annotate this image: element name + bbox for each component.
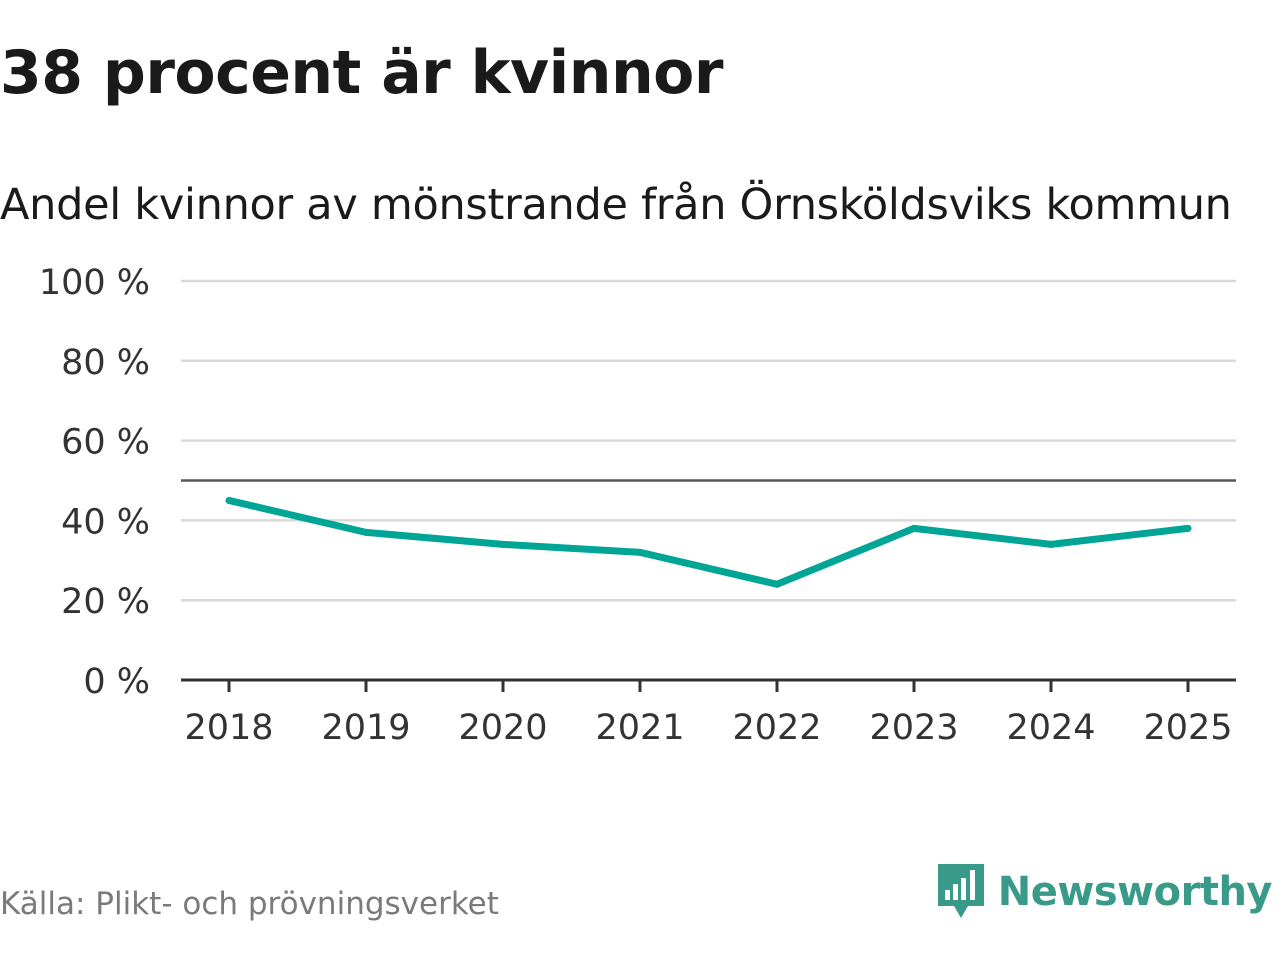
y-tick-label: 0 % [83, 662, 150, 702]
x-tick-label: 2018 [184, 708, 273, 748]
y-tick-label: 100 % [39, 263, 150, 303]
x-tick-label: 2022 [732, 708, 821, 748]
data-point-2018[interactable] [225, 496, 233, 504]
y-tick-label: 20 % [61, 582, 150, 622]
data-point-2021[interactable] [636, 548, 644, 556]
x-axis-tick-labels: 2018 2019 2020 2021 2022 2023 2024 2025 [184, 680, 1233, 748]
data-point-2025[interactable] [1184, 524, 1192, 532]
line-chart: 0 % 20 % 40 % 60 % 80 % 100 % 2018 2019 2020 202… [39, 263, 1236, 748]
brand-logo[interactable]: Newsworthy [936, 862, 1273, 922]
chart-subtitle: Andel kvinnor av mönstrande från Örnsköl… [0, 180, 1232, 230]
grid-lines [181, 279, 1236, 682]
y-axis-tick-labels: 0 % 20 % 40 % 60 % 80 % 100 % [39, 263, 150, 702]
x-tick-label: 2019 [321, 708, 410, 748]
y-tick-label: 40 % [61, 502, 150, 542]
page-title: 38 procent är kvinnor [0, 38, 723, 108]
series [225, 496, 1192, 588]
newsworthy-logo-icon [937, 864, 984, 918]
data-point-2022[interactable] [773, 580, 781, 588]
x-tick-label: 2024 [1006, 708, 1095, 748]
source-note: Källa: Plikt- och prövningsverket [0, 886, 499, 922]
data-point-2019[interactable] [362, 528, 370, 536]
series-line [225, 496, 1192, 588]
y-tick-label: 80 % [61, 343, 150, 383]
data-point-2023[interactable] [910, 524, 918, 532]
y-tick-label: 60 % [61, 423, 150, 463]
x-tick-label: 2025 [1143, 708, 1232, 748]
data-point-2020[interactable] [499, 540, 507, 548]
x-tick-label: 2023 [869, 708, 958, 748]
brand-name: Newsworthy [997, 869, 1273, 915]
x-tick-label: 2020 [458, 708, 547, 748]
x-tick-label: 2021 [595, 708, 684, 748]
data-point-2024[interactable] [1047, 540, 1055, 548]
